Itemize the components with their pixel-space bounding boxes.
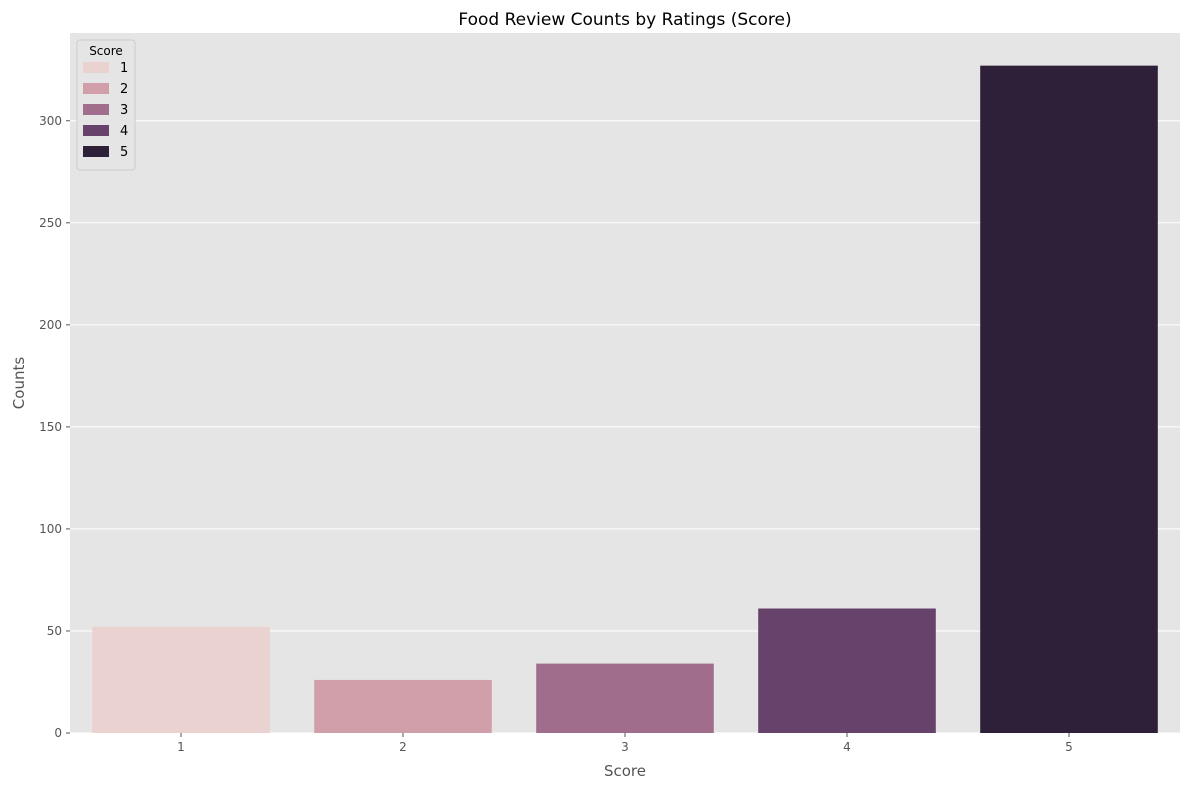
legend-label: 3 [120, 103, 128, 118]
y-tick-label: 150 [39, 420, 62, 434]
legend-swatch-2 [83, 83, 109, 94]
y-axis-label: Counts [10, 357, 28, 410]
y-tick-label: 100 [39, 522, 62, 536]
x-axis-label: Score [604, 762, 646, 780]
legend-label: 4 [120, 124, 128, 139]
x-tick-label: 3 [621, 740, 629, 754]
y-tick-label: 200 [39, 318, 62, 332]
legend-swatch-5 [83, 146, 109, 157]
legend-label: 1 [120, 61, 128, 76]
bar-score-2 [314, 679, 492, 733]
legend-entries: 1 2 3 4 5 [83, 61, 128, 160]
x-tick-label: 2 [399, 740, 407, 754]
legend-swatch-3 [83, 104, 109, 115]
bar-score-1 [92, 626, 270, 733]
x-tick-label: 1 [177, 740, 185, 754]
y-axis-ticks: 0 50 100 150 200 250 300 [39, 114, 70, 740]
legend: Score 1 2 3 4 5 [76, 39, 136, 171]
y-tick-label: 300 [39, 114, 62, 128]
x-tick-label: 5 [1065, 740, 1073, 754]
bars [92, 65, 1158, 733]
bar-score-3 [536, 663, 714, 733]
y-tick-label: 250 [39, 216, 62, 230]
legend-swatch-4 [83, 125, 109, 136]
bar-score-4 [758, 608, 936, 733]
y-tick-label: 0 [54, 726, 62, 740]
y-tick-label: 50 [47, 624, 62, 638]
x-tick-label: 4 [843, 740, 851, 754]
legend-title: Score [89, 44, 123, 58]
legend-swatch-1 [83, 62, 109, 73]
bar-score-5 [980, 65, 1158, 733]
chart-title: Food Review Counts by Ratings (Score) [458, 10, 791, 30]
x-axis-ticks: 1 2 3 4 5 [177, 733, 1073, 754]
legend-label: 5 [120, 145, 128, 160]
legend-label: 2 [120, 82, 128, 97]
